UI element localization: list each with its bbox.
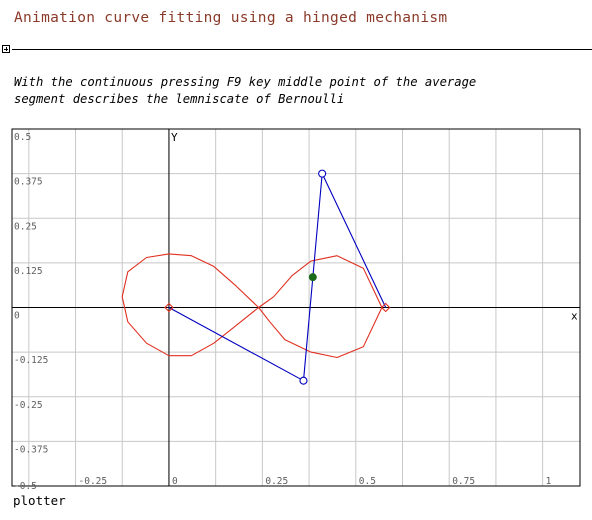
region-divider (12, 49, 592, 50)
worksheet-title: Animation curve fitting using a hinged m… (14, 10, 448, 26)
lemniscate-curve (121, 253, 383, 359)
x-tick-label: 0.5 (359, 476, 376, 487)
y-tick-label: 0.375 (14, 177, 43, 188)
y-tick-label: -0.375 (14, 444, 48, 455)
x-tick-label: 0 (172, 476, 178, 487)
x-axis-label: x (571, 310, 578, 323)
y-axis-label: Y (171, 131, 178, 144)
hinge-joint (318, 169, 327, 178)
fixed-pivot (164, 302, 174, 313)
y-tick-label: 0 (14, 311, 20, 322)
y-tick-label: -0.125 (14, 355, 48, 366)
description-line-1: With the continuous pressing F9 key midd… (14, 75, 477, 89)
y-tick-label: 0.125 (14, 266, 43, 277)
hinge-joint (299, 376, 308, 385)
plus-square-icon[interactable] (2, 45, 10, 53)
description-line-2: segment describes the lemniscate of Bern… (14, 92, 345, 106)
tracing-midpoint (308, 273, 317, 282)
y-tick-label: -0.25 (14, 400, 43, 411)
x-tick-label: -0.25 (79, 476, 108, 487)
y-tick-label: 0.25 (14, 221, 37, 232)
y-tick-label: -0.5 (14, 481, 37, 492)
x-tick-label: 0.25 (265, 476, 288, 487)
plot-caption: plotter (13, 493, 66, 508)
x-tick-label: 0.75 (452, 476, 475, 487)
x-tick-label: 1 (546, 476, 552, 487)
fixed-pivot (380, 302, 391, 313)
y-tick-label: 0.5 (14, 132, 31, 143)
